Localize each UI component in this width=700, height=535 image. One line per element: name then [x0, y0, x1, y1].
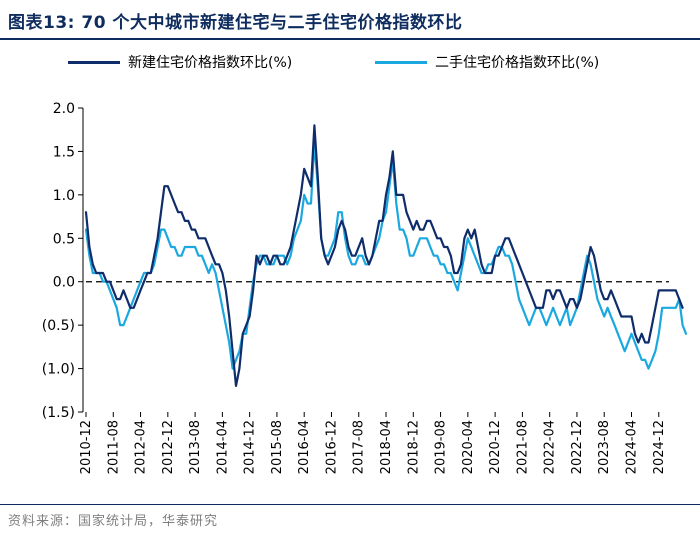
y-tick-label: 1.5	[53, 144, 75, 160]
y-tick-label: (1.0)	[42, 362, 75, 378]
y-tick-label: (1.5)	[42, 405, 75, 421]
plot-area	[84, 124, 688, 387]
x-tick-label: 2014-04	[215, 420, 230, 474]
x-tick-label: 2010-12	[79, 420, 94, 474]
chart-title: 图表13: 70 个大中城市新建住宅与二手住宅价格指数环比	[8, 13, 463, 33]
series-line-new-housing	[84, 124, 684, 387]
x-tick-label: 2020-04	[461, 420, 476, 474]
legend: 新建住宅价格指数环比(%) 二手住宅价格指数环比(%)	[0, 52, 700, 76]
footer-rule	[0, 504, 700, 505]
y-tick-label: (0.5)	[42, 318, 75, 334]
legend-swatch-new-housing	[68, 60, 120, 64]
y-tick-label: 0.5	[53, 231, 75, 247]
series-line-existing-housing	[84, 141, 688, 370]
legend-item-new-housing: 新建住宅价格指数环比(%)	[68, 52, 292, 72]
x-tick-label: 2017-08	[352, 420, 367, 474]
legend-swatch-existing-housing	[375, 60, 427, 64]
x-tick-label: 2018-12	[406, 420, 421, 474]
legend-item-existing-housing: 二手住宅价格指数环比(%)	[375, 52, 599, 72]
y-tick-label: 2.0	[53, 101, 75, 117]
x-tick-label: 2012-12	[161, 420, 176, 474]
x-tick-label: 2022-04	[543, 420, 558, 474]
x-tick-label: 2023-08	[597, 420, 612, 474]
y-tick-label: 0.0	[53, 275, 75, 291]
y-tick-label: 1.0	[53, 188, 75, 204]
legend-label-existing-housing: 二手住宅价格指数环比(%)	[435, 55, 600, 71]
x-tick-label: 2011-08	[106, 420, 121, 474]
x-tick-label: 2012-04	[134, 420, 149, 474]
x-tick-label: 2016-12	[324, 420, 339, 474]
x-axis: 2010-12 2011-08 2012-04 2012-12 2013-08 2014-…	[79, 412, 667, 474]
x-tick-label: 2015-08	[270, 420, 285, 474]
y-axis: 2.0 1.5 1.0 0.5 0.0 (0.5) (1.0) (1.5)	[42, 101, 84, 421]
x-tick-label: 2022-12	[570, 420, 585, 474]
x-tick-label: 2024-12	[652, 420, 667, 474]
x-tick-label: 2020-12	[488, 420, 503, 474]
legend-label-new-housing: 新建住宅价格指数环比(%)	[128, 55, 293, 71]
x-tick-label: 2013-08	[188, 420, 203, 474]
title-underline	[0, 38, 700, 40]
x-tick-label: 2019-08	[434, 420, 449, 474]
x-tick-label: 2018-04	[379, 420, 394, 474]
x-tick-label: 2016-04	[297, 420, 312, 474]
title-bar: 图表13: 70 个大中城市新建住宅与二手住宅价格指数环比	[0, 0, 700, 38]
x-tick-label: 2024-04	[624, 420, 639, 474]
line-chart: 2.01.51.00.50.0(0.5)(1.0)(1.5) 2010-12 20…	[42, 101, 688, 474]
x-tick-label: 2014-12	[243, 420, 258, 474]
source-note: 资料来源：国家统计局，华泰研究	[8, 514, 219, 529]
x-tick-label: 2021-08	[515, 420, 530, 474]
